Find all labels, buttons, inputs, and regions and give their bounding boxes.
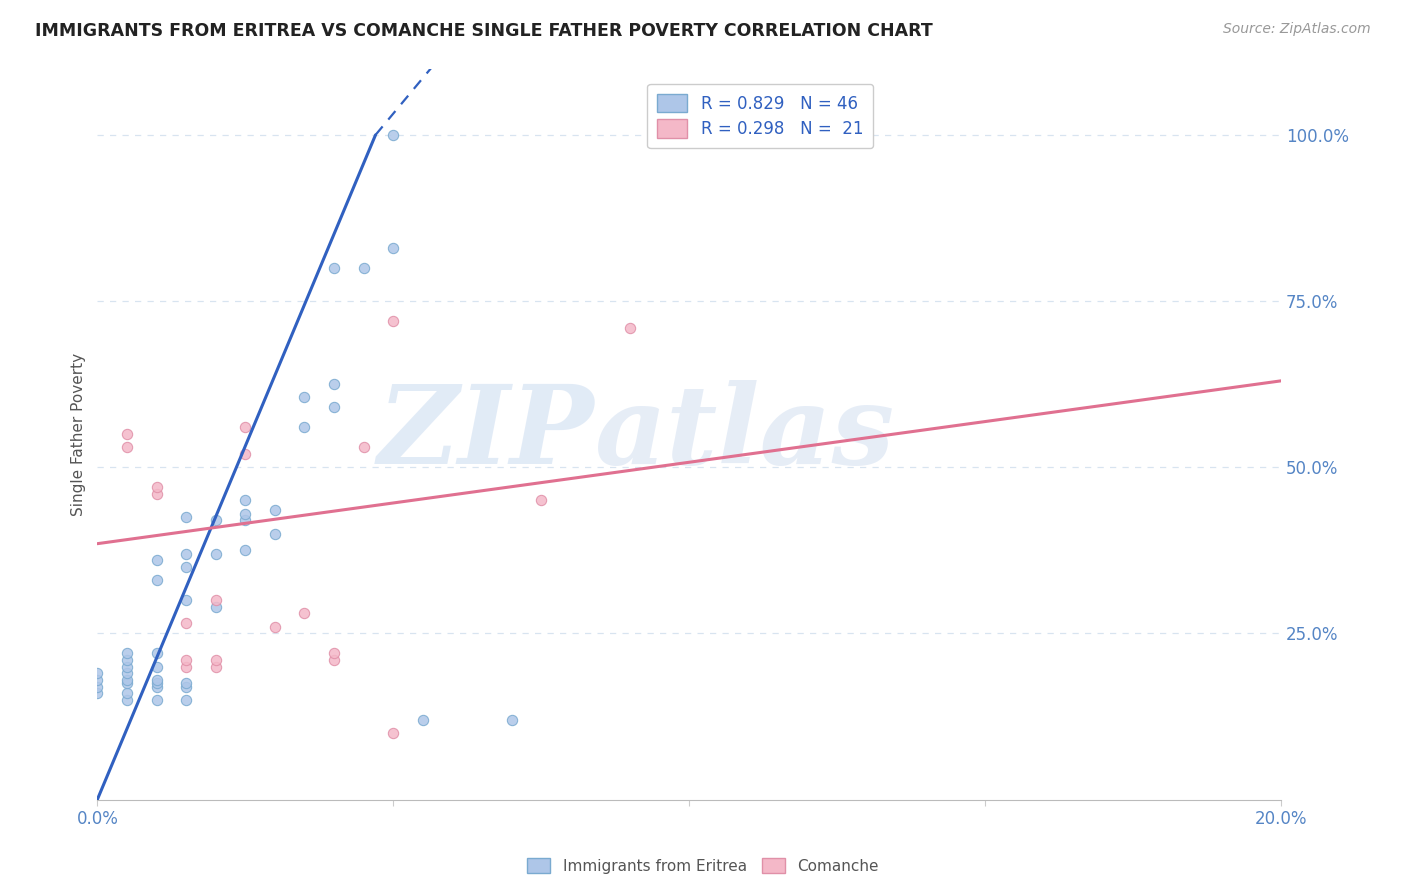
Point	[145, 573, 167, 587]
Point	[115, 676, 138, 690]
Legend: R = 0.829   N = 46, R = 0.298   N =  21: R = 0.829 N = 46, R = 0.298 N = 21	[647, 84, 873, 148]
Legend: Immigrants from Eritrea, Comanche: Immigrants from Eritrea, Comanche	[522, 852, 884, 880]
Point	[233, 507, 256, 521]
Point	[86, 666, 108, 681]
Point	[174, 593, 197, 607]
Point	[382, 726, 405, 740]
Point	[412, 713, 434, 727]
Point	[115, 653, 138, 667]
Text: Source: ZipAtlas.com: Source: ZipAtlas.com	[1223, 22, 1371, 37]
Point	[115, 440, 138, 454]
Point	[115, 666, 138, 681]
Point	[353, 260, 375, 275]
Point	[86, 680, 108, 694]
Point	[233, 447, 256, 461]
Point	[233, 493, 256, 508]
Point	[264, 526, 287, 541]
Point	[115, 646, 138, 660]
Point	[145, 693, 167, 707]
Point	[233, 543, 256, 558]
Point	[145, 646, 167, 660]
Text: IMMIGRANTS FROM ERITREA VS COMANCHE SINGLE FATHER POVERTY CORRELATION CHART: IMMIGRANTS FROM ERITREA VS COMANCHE SING…	[35, 22, 934, 40]
Point	[174, 616, 197, 631]
Point	[145, 676, 167, 690]
Point	[174, 680, 197, 694]
Point	[382, 314, 405, 328]
Text: ZIP: ZIP	[378, 380, 595, 488]
Point	[353, 440, 375, 454]
Point	[204, 547, 226, 561]
Point	[382, 241, 405, 255]
Point	[174, 510, 197, 524]
Point	[145, 480, 167, 494]
Point	[323, 653, 346, 667]
Point	[115, 673, 138, 687]
Point	[294, 391, 316, 405]
Point	[174, 659, 197, 673]
Point	[145, 553, 167, 567]
Point	[530, 493, 553, 508]
Point	[145, 673, 167, 687]
Point	[86, 673, 108, 687]
Point	[204, 513, 226, 527]
Point	[323, 401, 346, 415]
Point	[501, 713, 523, 727]
Point	[115, 686, 138, 700]
Point	[86, 686, 108, 700]
Point	[204, 653, 226, 667]
Point	[382, 128, 405, 142]
Point	[174, 547, 197, 561]
Point	[145, 659, 167, 673]
Point	[323, 260, 346, 275]
Point	[294, 420, 316, 434]
Point	[233, 420, 256, 434]
Point	[264, 503, 287, 517]
Point	[174, 693, 197, 707]
Point	[145, 680, 167, 694]
Point	[619, 320, 641, 334]
Point	[115, 659, 138, 673]
Point	[323, 377, 346, 392]
Point	[323, 646, 346, 660]
Point	[204, 599, 226, 614]
Y-axis label: Single Father Poverty: Single Father Poverty	[72, 352, 86, 516]
Point	[174, 676, 197, 690]
Point	[204, 593, 226, 607]
Text: atlas: atlas	[595, 380, 894, 488]
Point	[204, 659, 226, 673]
Point	[294, 607, 316, 621]
Point	[115, 427, 138, 442]
Point	[115, 693, 138, 707]
Point	[174, 560, 197, 574]
Point	[233, 513, 256, 527]
Point	[145, 487, 167, 501]
Point	[174, 653, 197, 667]
Point	[264, 620, 287, 634]
